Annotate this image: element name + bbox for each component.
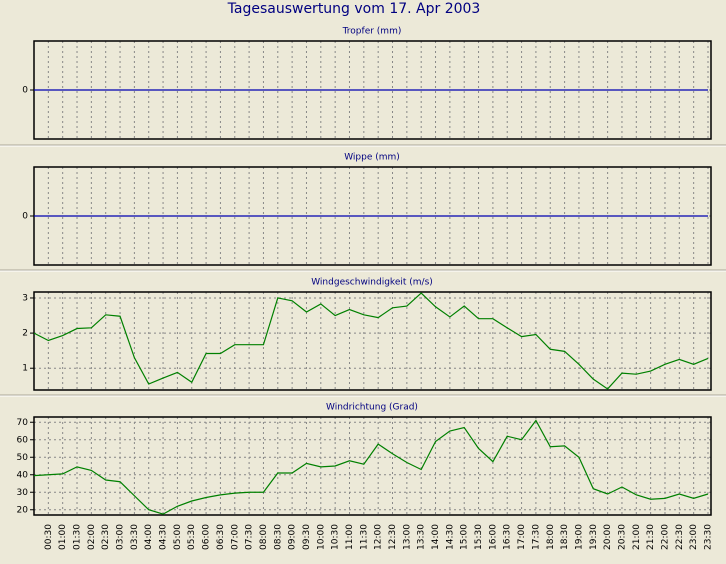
x-tick-label: 09:30 bbox=[302, 524, 312, 550]
x-tick-label: 07:00 bbox=[230, 524, 240, 550]
x-tick-label: 08:30 bbox=[273, 524, 283, 550]
y-tick-label: 2 bbox=[22, 329, 28, 339]
x-tick-label: 15:00 bbox=[460, 524, 470, 550]
data-line bbox=[33, 292, 709, 390]
y-tick-label: 40 bbox=[17, 470, 29, 480]
x-tick-label: 01:30 bbox=[73, 524, 83, 550]
y-tick-label: 3 bbox=[22, 293, 28, 303]
x-tick-label: 21:30 bbox=[646, 524, 656, 550]
panel-title: Tropfer (mm) bbox=[342, 27, 402, 37]
x-tick-label: 17:30 bbox=[531, 524, 541, 550]
x-tick-label: 06:30 bbox=[216, 524, 226, 550]
panel-title: Windgeschwindigkeit (m/s) bbox=[311, 278, 433, 288]
x-tick-label: 04:30 bbox=[159, 524, 169, 550]
y-tick-label: 0 bbox=[22, 212, 28, 222]
x-tick-label: 14:00 bbox=[431, 524, 441, 550]
y-tick-label: 0 bbox=[22, 86, 28, 96]
x-tick-label: 17:00 bbox=[517, 524, 527, 550]
x-tick-label: 12:30 bbox=[388, 524, 398, 550]
x-tick-label: 03:30 bbox=[130, 524, 140, 550]
x-tick-label: 10:30 bbox=[331, 524, 341, 550]
x-tick-label: 07:30 bbox=[245, 524, 255, 550]
x-tick-label: 12:00 bbox=[374, 524, 384, 550]
x-tick-label: 22:30 bbox=[675, 524, 685, 550]
x-tick-label: 14:30 bbox=[445, 524, 455, 550]
y-tick-label: 1 bbox=[22, 364, 28, 374]
x-tick-label: 04:00 bbox=[144, 524, 154, 550]
x-tick-label: 16:30 bbox=[503, 524, 513, 550]
x-tick-label: 08:00 bbox=[259, 524, 269, 550]
plot-frame bbox=[33, 416, 712, 516]
x-tick-label: 19:00 bbox=[574, 524, 584, 550]
y-tick-label: 50 bbox=[17, 453, 29, 463]
x-tick-label: 23:00 bbox=[689, 524, 699, 550]
x-tick-label: 10:00 bbox=[316, 524, 326, 550]
x-tick-label: 13:30 bbox=[417, 524, 427, 550]
plot-frame bbox=[33, 291, 712, 391]
x-tick-label: 18:00 bbox=[546, 524, 556, 550]
page-title: Tagesauswertung vom 17. Apr 2003 bbox=[227, 1, 481, 17]
x-tick-label: 05:00 bbox=[173, 524, 183, 550]
y-tick-label: 60 bbox=[17, 435, 29, 445]
x-tick-label: 01:00 bbox=[58, 524, 68, 550]
x-tick-label: 13:00 bbox=[402, 524, 412, 550]
x-tick-label: 23:30 bbox=[704, 524, 714, 550]
x-tick-label: 16:00 bbox=[488, 524, 498, 550]
x-tick-label: 05:30 bbox=[187, 524, 197, 550]
panel-title: Wippe (mm) bbox=[344, 153, 400, 163]
y-tick-label: 30 bbox=[17, 488, 29, 498]
x-tick-label: 15:30 bbox=[474, 524, 484, 550]
x-tick-label: 19:30 bbox=[589, 524, 599, 550]
x-tick-label: 03:00 bbox=[116, 524, 126, 550]
x-tick-label: 18:30 bbox=[560, 524, 570, 550]
y-tick-label: 70 bbox=[17, 418, 29, 428]
x-tick-label: 20:30 bbox=[617, 524, 627, 550]
x-tick-label: 21:00 bbox=[632, 524, 642, 550]
x-tick-label: 09:00 bbox=[288, 524, 298, 550]
x-tick-label: 20:00 bbox=[603, 524, 613, 550]
x-tick-label: 00:30 bbox=[44, 524, 54, 550]
y-tick-label: 20 bbox=[17, 505, 29, 515]
x-tick-label: 02:00 bbox=[87, 524, 97, 550]
x-tick-label: 11:30 bbox=[359, 524, 369, 550]
x-tick-label: 22:00 bbox=[660, 524, 670, 550]
x-tick-label: 02:30 bbox=[101, 524, 111, 550]
data-line bbox=[33, 419, 709, 515]
x-tick-label: 06:00 bbox=[202, 524, 212, 550]
x-tick-label: 11:00 bbox=[345, 524, 355, 550]
panel-title: Windrichtung (Grad) bbox=[326, 403, 418, 413]
